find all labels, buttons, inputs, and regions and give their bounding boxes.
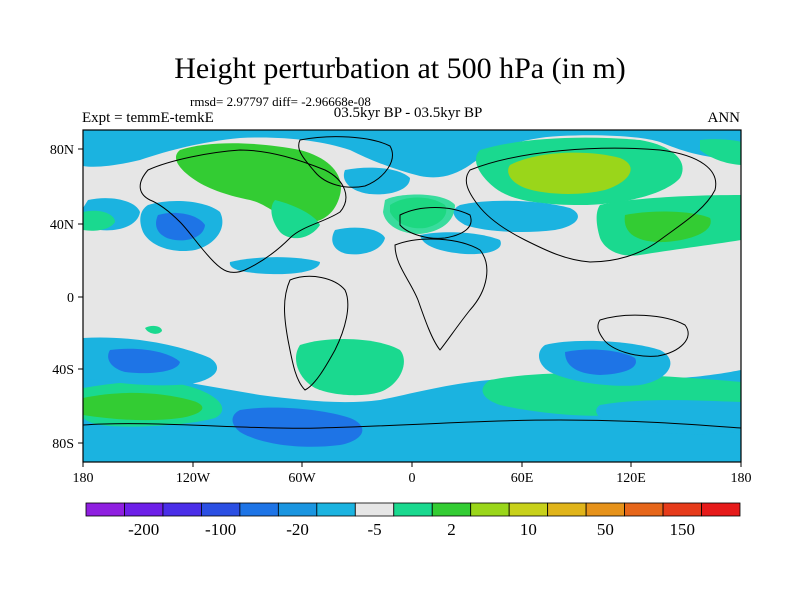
x-tick-label-0: 0 bbox=[409, 471, 416, 486]
period-label: 03.5kyr BP - 03.5kyr BP bbox=[333, 105, 483, 121]
colorbar-swatch bbox=[124, 502, 164, 517]
colorbar-swatch bbox=[547, 502, 587, 517]
y-tick-label-80n: 80N bbox=[50, 143, 74, 158]
figure-title: Height perturbation at 500 hPa (in m) bbox=[174, 52, 626, 85]
colorbar-label: -20 bbox=[286, 520, 309, 539]
y-tick-label-80s: 80S bbox=[52, 437, 74, 452]
colorbar-swatch bbox=[624, 502, 664, 517]
colorbar-swatch bbox=[393, 502, 433, 517]
colorbar-swatch bbox=[201, 502, 241, 517]
season-label: ANN bbox=[707, 110, 741, 126]
y-tick-label-40n: 40N bbox=[50, 218, 74, 233]
y-tick-label-0: 0 bbox=[67, 291, 74, 306]
colorbar-swatch bbox=[85, 502, 125, 517]
colorbar-swatch bbox=[585, 502, 625, 517]
x-tick-label-120e: 120E bbox=[616, 471, 646, 486]
colorbar-label: 150 bbox=[670, 520, 696, 539]
x-tick-label-60w: 60W bbox=[288, 471, 316, 486]
experiment-label: Expt = temmE-temkE bbox=[82, 110, 214, 126]
map-panel bbox=[83, 130, 741, 462]
x-tick-label-60e: 60E bbox=[511, 471, 534, 486]
colorbar-label: -5 bbox=[367, 520, 381, 539]
coastlines bbox=[83, 136, 741, 429]
colorbar-swatch bbox=[701, 502, 741, 517]
x-tick-label-120w: 120W bbox=[176, 471, 211, 486]
y-tick-label-40s: 40S bbox=[52, 363, 74, 378]
colorbar-swatch bbox=[277, 502, 318, 517]
colorbar-swatch bbox=[508, 502, 549, 517]
colorbar-swatch bbox=[239, 502, 279, 517]
colorbar-swatch bbox=[162, 502, 202, 517]
rmsd-diff-stats: rmsd= 2.97797 diff= -2.96668e-08 bbox=[190, 94, 371, 109]
colorbar-swatch bbox=[431, 502, 472, 517]
colorbar-swatch bbox=[354, 502, 395, 517]
colorbar-swatch bbox=[316, 502, 356, 517]
northern-features bbox=[83, 130, 741, 275]
x-axis: 180 120W 60W 0 60E 120E 180 bbox=[73, 462, 752, 486]
colorbar-swatch bbox=[662, 502, 702, 517]
colorbar-label: -200 bbox=[128, 520, 159, 539]
colorbar-label: -100 bbox=[205, 520, 236, 539]
colorbar-swatch bbox=[470, 502, 510, 517]
y-axis: 80N 40N 0 40S 80S bbox=[50, 143, 83, 452]
x-tick-label-180e: 180 bbox=[731, 471, 752, 486]
colorbar-label: 2 bbox=[447, 520, 456, 539]
colorbar: -200 -100 -20 -5 2 10 50 150 bbox=[85, 502, 741, 539]
southern-bands bbox=[83, 325, 741, 462]
colorbar-label: 50 bbox=[597, 520, 614, 539]
x-tick-label-180w: 180 bbox=[73, 471, 94, 486]
colorbar-label: 10 bbox=[520, 520, 537, 539]
